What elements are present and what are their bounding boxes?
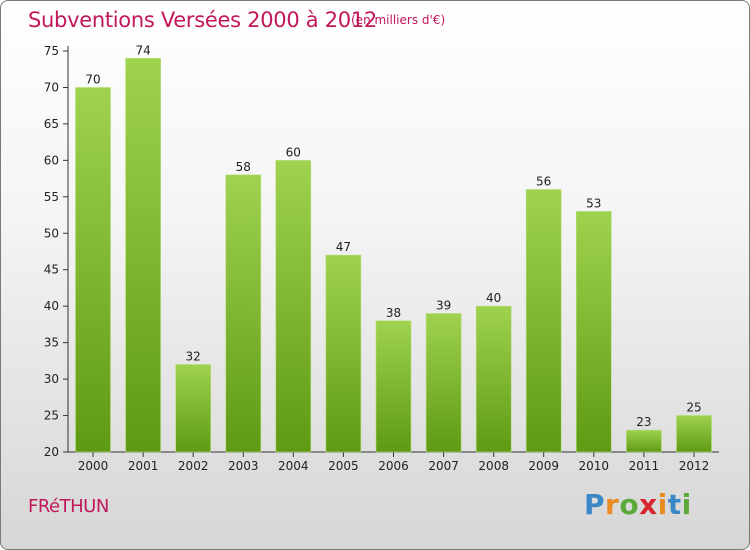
proxiti-logo: Proxiti xyxy=(584,488,692,521)
logo-letter: P xyxy=(584,488,606,521)
chart-title: Subventions Versées 2000 à 2012 xyxy=(28,8,377,32)
x-tick-label-2012: 2012 xyxy=(679,459,710,473)
y-tick-label: 70 xyxy=(44,80,59,94)
logo-letter: i xyxy=(681,488,692,521)
logo-letter: i xyxy=(657,488,668,521)
x-tick-label-2001: 2001 xyxy=(128,459,159,473)
chart-axes: 20 25 30 35 40 45 50 55 60 65 70 75 xyxy=(44,44,719,459)
logo-letter: r xyxy=(605,488,620,521)
bar-2009 xyxy=(525,189,562,453)
y-tick-label: 60 xyxy=(44,153,59,167)
logo-letter: x xyxy=(639,488,658,521)
bar-2000 xyxy=(75,87,111,453)
x-tick-label-2008: 2008 xyxy=(478,459,509,473)
x-tick-label-2002: 2002 xyxy=(178,459,209,473)
bar-2005 xyxy=(325,254,362,453)
bar-2008 xyxy=(475,305,512,453)
commune-name: FRéTHUN xyxy=(28,496,109,517)
bar-2004 xyxy=(275,160,312,453)
chart-bars xyxy=(75,57,712,453)
bar-2001 xyxy=(125,57,161,453)
bar-2012 xyxy=(676,415,712,453)
value-label-2000: 70 xyxy=(85,73,100,87)
value-label-2002: 32 xyxy=(186,350,201,364)
y-tick-label: 65 xyxy=(44,117,59,131)
logo-letter: o xyxy=(619,488,640,521)
x-tick-label-2010: 2010 xyxy=(579,459,610,473)
value-label-2012: 25 xyxy=(686,401,701,415)
y-tick-label: 45 xyxy=(44,263,59,277)
x-tick-label-2005: 2005 xyxy=(328,459,359,473)
bar-2011 xyxy=(626,429,662,453)
value-label-2005: 47 xyxy=(336,240,351,254)
chart-subtitle: (en milliers d'€) xyxy=(351,13,446,27)
x-tick-label-2009: 2009 xyxy=(528,459,559,473)
x-tick-label-2006: 2006 xyxy=(378,459,409,473)
value-label-2004: 60 xyxy=(286,145,301,159)
value-label-2009: 56 xyxy=(536,175,551,189)
x-tick-label-2011: 2011 xyxy=(629,459,660,473)
y-tick-label: 35 xyxy=(44,336,59,350)
y-tick-label: 50 xyxy=(44,226,59,240)
bar-2010 xyxy=(575,211,612,453)
y-tick-label: 75 xyxy=(44,44,59,58)
y-tick-label: 25 xyxy=(44,409,59,423)
x-tick-label-2000: 2000 xyxy=(78,459,109,473)
bar-2002 xyxy=(175,364,211,453)
bar-2007 xyxy=(425,313,462,453)
x-tick-label-2003: 2003 xyxy=(228,459,259,473)
bar-2006 xyxy=(375,320,412,453)
value-label-2007: 39 xyxy=(436,299,451,313)
value-label-2003: 58 xyxy=(236,160,251,174)
y-tick-label: 20 xyxy=(44,445,59,459)
value-label-2011: 23 xyxy=(636,415,651,429)
y-tick-label: 30 xyxy=(44,372,59,386)
x-tick-label-2007: 2007 xyxy=(428,459,459,473)
value-label-2010: 53 xyxy=(586,196,601,210)
value-label-2006: 38 xyxy=(386,306,401,320)
chart-labels: 70 2000 74 2001 32 2002 58 2003 60 2004 47 2005 38 20… xyxy=(78,43,710,473)
y-tick-label: 55 xyxy=(44,190,59,204)
bar-2003 xyxy=(225,174,262,453)
value-label-2008: 40 xyxy=(486,291,501,305)
value-label-2001: 74 xyxy=(135,43,150,57)
logo-letter: t xyxy=(667,488,682,521)
x-tick-label-2004: 2004 xyxy=(278,459,309,473)
y-tick-label: 40 xyxy=(44,299,59,313)
